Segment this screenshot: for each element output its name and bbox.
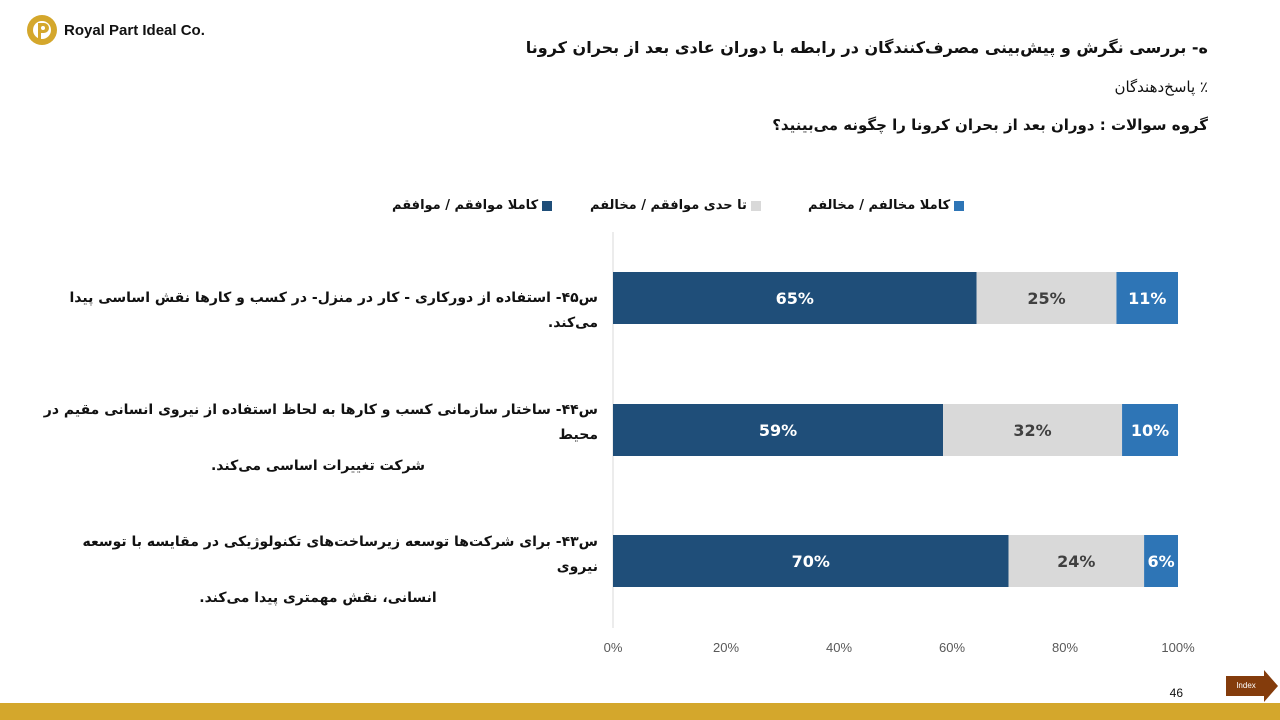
legend-swatch-disagree (954, 200, 965, 211)
page-number: 46 (1169, 686, 1183, 700)
legend-label-disagree: کاملا مخالفم / مخالفم (808, 198, 951, 213)
bar-segment-3-3 (1144, 535, 1178, 587)
index-button[interactable] (1226, 670, 1278, 702)
bar-segment-3-1 (613, 535, 1009, 587)
bar-data-label-3-2: 24% (1057, 552, 1095, 571)
bar-segment-2-1 (613, 404, 944, 456)
x-tick-label: 60% (939, 640, 965, 655)
footer-bar (0, 703, 1280, 720)
bar-data-label-1-1: 65% (776, 289, 814, 308)
bar-data-label-2-1: 59% (759, 421, 797, 440)
logo-icon (27, 15, 57, 45)
bar-data-label-2-2: 32% (1013, 421, 1051, 440)
legend-swatch-neutral (750, 200, 761, 211)
bar-segment-3-2 (1008, 535, 1145, 587)
page-subtitle: ٪ پاسخ‌دهندگان (1114, 78, 1208, 96)
bar-data-label-1-2: 25% (1027, 289, 1065, 308)
legend-item-agree: کاملا موافقم / موافقم (392, 198, 553, 213)
x-tick-label: 40% (826, 640, 852, 655)
legend-swatch-agree (542, 200, 553, 211)
company-name: Royal Part Ideal Co. (64, 21, 205, 39)
question-label-3: س۴۳- برای شرکت‌ها توسعه زیرساخت‌های تکنو… (38, 530, 598, 611)
legend-label-agree: کاملا موافقم / موافقم (392, 198, 539, 213)
bar-segment-1-3 (1116, 272, 1178, 324)
bar-data-label-1-3: 11% (1128, 289, 1166, 308)
page-title: ه- بررسی نگرش و پیش‌بینی مصرف‌کنندگان در… (525, 38, 1208, 57)
question-label-line: س۴۵- استفاده از دورکاری - کار در منزل- د… (69, 290, 599, 331)
bar-data-label-2-3: 10% (1131, 421, 1169, 440)
legend-item-disagree: کاملا مخالفم / مخالفم (808, 198, 965, 213)
bar-segment-1-1 (613, 272, 977, 324)
x-tick-label: 20% (713, 640, 739, 655)
bar-data-label-3-1: 70% (792, 552, 830, 571)
bar-segment-1-2 (976, 272, 1117, 324)
bar-segment-2-2 (943, 404, 1123, 456)
x-tick-label: 80% (1052, 640, 1078, 655)
x-tick-label: 0% (604, 640, 623, 655)
question-label-1: س۴۵- استفاده از دورکاری - کار در منزل- د… (38, 286, 599, 336)
legend-label-neutral: تا حدی موافقم / مخالفم (590, 198, 747, 213)
company-logo: Royal Part Ideal Co. (26, 14, 205, 46)
chart-legend: کاملا موافقم / موافقم تا حدی موافقم / مخ… (0, 198, 1280, 220)
question-label-line: س۴۳- برای شرکت‌ها توسعه زیرساخت‌های تکنو… (82, 534, 598, 575)
question-label-line: س۴۴- ساختار سازمانی کسب و کارها به لحاظ … (43, 402, 598, 443)
question-label-2: س۴۴- ساختار سازمانی کسب و کارها به لحاظ … (38, 398, 598, 479)
legend-item-neutral: تا حدی موافقم / مخالفم (590, 198, 761, 213)
x-tick-label: 100% (1161, 640, 1195, 655)
question-label-line: شرکت تغییرات اساسی می‌کند. (210, 458, 426, 474)
question-group: گروه سوالات : دوران بعد از بحران کرونا ر… (772, 116, 1208, 134)
bar-data-label-3-3: 6% (1147, 552, 1174, 571)
bar-segment-2-3 (1122, 404, 1178, 456)
question-label-line: انسانی، نقش مهمتری پیدا می‌کند. (199, 590, 437, 606)
